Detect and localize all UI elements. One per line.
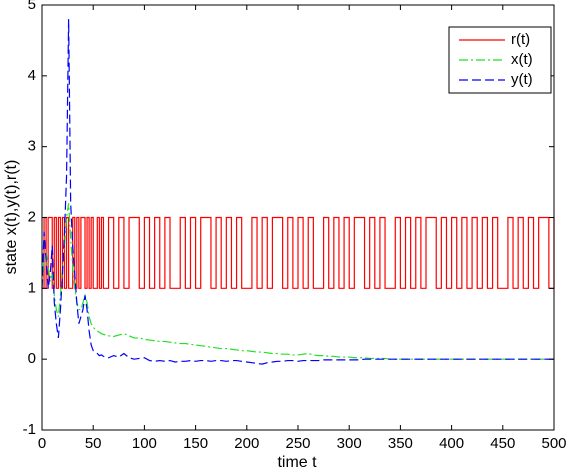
legend-label: y(t) — [511, 71, 533, 88]
x-tick-label: 50 — [85, 435, 102, 452]
y-tick-label: 4 — [28, 67, 36, 84]
x-tick-label: 150 — [183, 435, 208, 452]
legend-label: r(t) — [511, 31, 530, 48]
legend-label: x(t) — [511, 51, 533, 68]
x-tick-label: 200 — [234, 435, 259, 452]
y-tick-label: 0 — [28, 350, 36, 367]
y-tick-label: 5 — [28, 0, 36, 13]
series-line — [41, 19, 554, 365]
x-tick-label: 0 — [38, 435, 46, 452]
x-tick-label: 450 — [490, 435, 515, 452]
y-tick-label: 2 — [28, 208, 36, 225]
x-tick-label: 100 — [132, 435, 157, 452]
x-tick-label: 500 — [541, 435, 566, 452]
x-axis-label: time t — [277, 454, 317, 471]
y-tick-label: 1 — [28, 279, 36, 296]
x-tick-label: 300 — [337, 435, 362, 452]
y-tick-label: -1 — [23, 421, 36, 438]
series-line — [42, 216, 555, 289]
y-tick-label: 3 — [28, 138, 36, 155]
x-tick-label: 350 — [388, 435, 413, 452]
x-tick-label: 400 — [439, 435, 464, 452]
x-tick-label: 250 — [285, 435, 310, 452]
y-axis-label: state x(t),y(t),r(t) — [3, 160, 20, 275]
